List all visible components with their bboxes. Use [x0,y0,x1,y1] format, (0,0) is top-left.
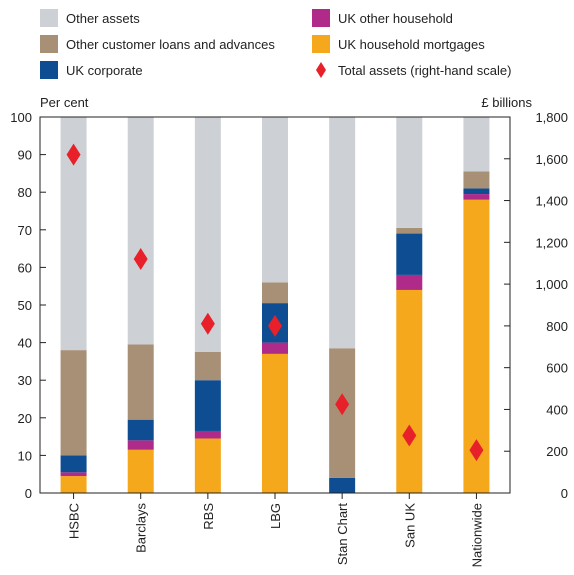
total-assets-marker-barclays [133,248,148,271]
y-axis-left-title: Per cent [40,95,89,110]
y-right-tick-label: 600 [546,361,568,376]
y-right-tick-label: 0 [561,486,568,501]
bar-segment-uk-corporate [194,380,221,431]
legend-label: Other assets [66,11,140,26]
legend-item-other-assets: Other assets [40,9,140,27]
bar-segment-other-customer-loans-and-advances [60,350,87,456]
legend-swatch [312,35,330,53]
y-left-tick-label: 0 [25,486,32,501]
category-label-san-uk: San UK [402,503,417,548]
bar-segment-uk-corporate [329,477,356,493]
y-right-tick-label: 400 [546,402,568,417]
bar-segment-uk-household-mortgages [262,353,288,493]
bar-segment-uk-corporate [463,188,490,195]
legend-swatch-diamond [316,62,326,78]
legend-label: Total assets (right-hand scale) [338,63,511,78]
bar-segment-uk-household-mortgages [194,438,221,493]
y-left-tick-label: 30 [18,373,32,388]
y-right-tick-label: 1,400 [535,194,568,209]
bar-segment-other-customer-loans-and-advances [262,282,288,304]
bar-group-barclays [127,117,154,493]
y-left-tick-label: 90 [18,148,32,163]
category-label-barclays: Barclays [134,503,149,553]
legend-swatch [40,61,58,79]
total-assets-markers [66,143,484,462]
bar-segment-other-customer-loans-and-advances [194,352,221,381]
bar-segment-uk-other-household [194,430,221,439]
category-label-hsbc: HSBC [67,503,82,539]
y-left-tick-label: 100 [10,110,32,125]
y-axis-right-title: £ billions [481,95,532,110]
legend-swatch [312,9,330,27]
total-assets-marker-lbg [268,314,282,337]
legend-label: UK corporate [66,63,143,78]
total-assets-marker-stan-chart [335,393,350,416]
y-left-tick-label: 20 [18,411,32,426]
bar-segment-uk-corporate [60,455,87,473]
bar-segment-other-customer-loans-and-advances [463,171,490,189]
legend-item-total-assets-right-hand-scale: Total assets (right-hand scale) [316,62,511,78]
y-left-tick-label: 10 [18,448,32,463]
category-label-lbg: LBG [268,503,283,529]
y-right-tick-label: 200 [546,444,568,459]
legend-swatch [40,35,58,53]
bar-segment-other-assets [262,117,288,283]
bars [60,117,490,493]
category-label-stan-chart: Stan Chart [335,503,350,566]
legend-swatch [40,9,58,27]
bar-group-rbs [194,117,221,493]
y-left-tick-label: 70 [18,223,32,238]
bar-group-hsbc [60,117,87,493]
total-assets-marker-hsbc [66,143,81,166]
legend-item-uk-household-mortgages: UK household mortgages [312,35,485,53]
bar-segment-uk-household-mortgages [60,476,87,493]
total-assets-marker-nationwide [469,439,484,462]
bar-segment-uk-other-household [127,440,154,450]
bar-group-nationwide [463,117,490,493]
legend-label: Other customer loans and advances [66,37,275,52]
bar-segment-other-customer-loans-and-advances [127,344,154,420]
bar-segment-uk-other-household [463,194,490,200]
total-assets-marker-rbs [200,312,215,335]
y-left-tick-label: 80 [18,185,32,200]
y-right-tick-label: 1,600 [535,152,568,167]
bar-segment-other-customer-loans-and-advances [396,227,423,234]
legend: Other assets UK other household Other cust… [40,9,511,79]
legend-label: UK other household [338,11,453,26]
legend-item-uk-corporate: UK corporate [40,61,143,79]
y-right-tick-label: 1,200 [535,235,568,250]
bar-segment-other-assets [463,117,490,172]
bar-segment-uk-other-household [396,274,423,290]
total-assets-marker-san-uk [402,424,417,447]
category-label-rbs: RBS [201,503,216,530]
bar-segment-uk-other-household [262,342,288,354]
legend-item-uk-other-household: UK other household [312,9,453,27]
bar-segment-other-assets [329,117,356,349]
bar-segment-uk-household-mortgages [127,449,154,493]
bar-group-lbg [262,117,288,493]
bar-group-stan-chart [329,117,356,493]
legend-item-other-customer-loans-and-advances: Other customer loans and advances [40,35,275,53]
category-label-nationwide: Nationwide [469,503,484,567]
bar-segment-uk-corporate [127,419,154,441]
y-left-tick-label: 50 [18,298,32,313]
bar-group-san-uk [396,117,423,493]
bar-segment-other-assets [127,117,154,345]
legend-label: UK household mortgages [338,37,485,52]
bar-segment-uk-household-mortgages [396,289,423,493]
y-right-tick-label: 1,800 [535,110,568,125]
bar-segment-uk-corporate [396,233,423,275]
y-right-tick-label: 1,000 [535,277,568,292]
category-labels: HSBC Barclays RBS LBG Stan Chart San UK Nation… [67,493,484,567]
y-left-tick-label: 40 [18,336,32,351]
bar-segment-other-assets [396,117,423,228]
bar-segment-uk-other-household [60,472,87,477]
y-left-tick-label: 60 [18,260,32,275]
y-right-tick-label: 800 [546,319,568,334]
